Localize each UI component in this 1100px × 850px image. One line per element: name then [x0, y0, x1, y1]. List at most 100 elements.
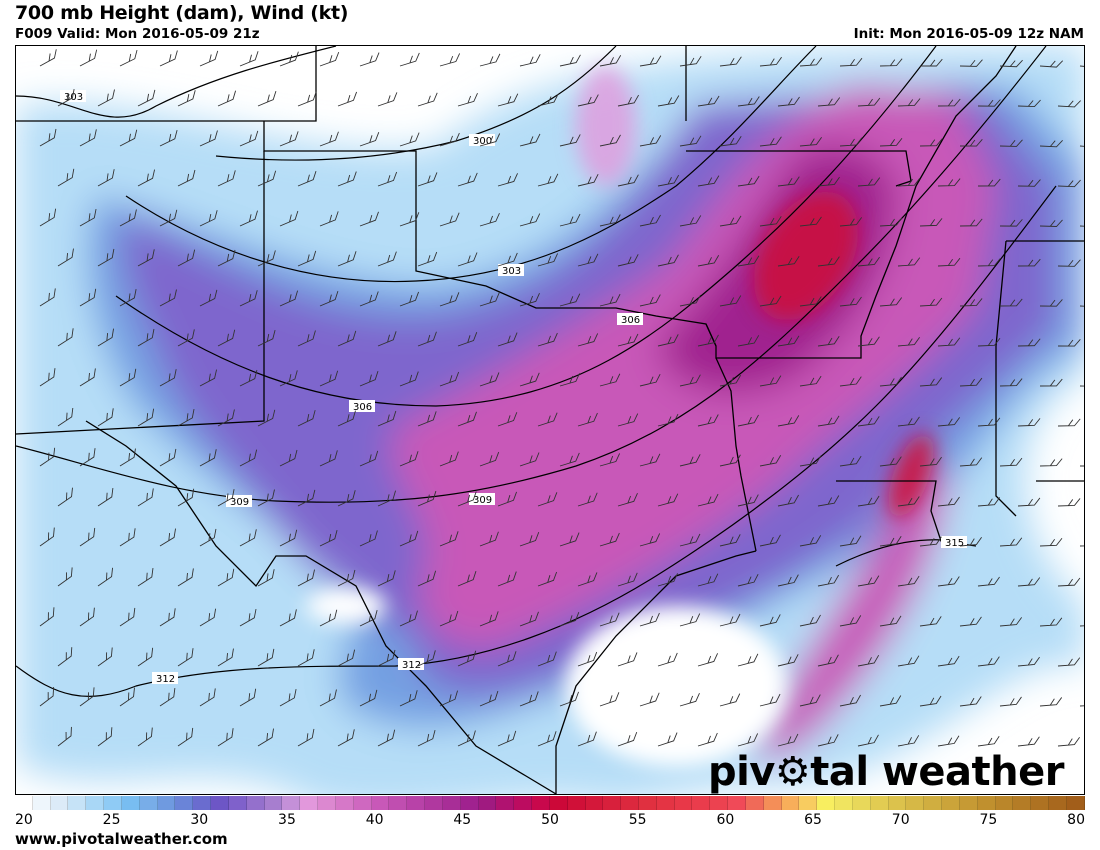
wind-barb: [177, 568, 194, 587]
wind-barb: [817, 574, 840, 587]
wind-barb: [879, 297, 903, 307]
wind-barb: [977, 99, 1001, 107]
wind-barb: [719, 454, 741, 467]
wind-barb: [857, 336, 880, 347]
wind-barb: [57, 328, 74, 347]
wind-barb: [79, 49, 98, 67]
wind-barb: [879, 536, 902, 547]
wind-barb: [79, 368, 96, 387]
colorbar-bin: [799, 796, 818, 810]
wind-barb: [639, 533, 661, 547]
wind-barb: [897, 655, 920, 667]
wind-barb: [1057, 657, 1081, 667]
wind-barb: [817, 336, 840, 347]
wind-barb: [199, 50, 219, 67]
wind-barb: [359, 689, 378, 707]
wind-barb: [897, 575, 920, 587]
wind-barb: [1017, 736, 1040, 747]
wind-barb: [919, 377, 943, 387]
wind-barb: [879, 138, 903, 147]
wind-barb: [239, 529, 257, 547]
wind-barb: [839, 57, 863, 67]
wind-barb: [239, 290, 258, 307]
wind-barb: [57, 487, 73, 507]
wind-barb: [319, 51, 340, 67]
wind-barb: [799, 137, 822, 147]
wind-barb: [257, 170, 277, 187]
wind-barb: [719, 693, 741, 707]
wind-barb: [399, 291, 420, 307]
wind-barb: [217, 329, 236, 347]
wind-barb: [199, 688, 216, 707]
wind-barb: [759, 295, 782, 307]
wind-barb: [359, 530, 378, 547]
colorbar-bin: [781, 796, 800, 810]
wind-barbs: [39, 49, 1084, 747]
state-borders: [16, 46, 1084, 794]
wind-barb: [879, 376, 902, 387]
wind-barb: [137, 249, 155, 267]
wind-barb: [799, 216, 822, 227]
wind-barb: [39, 49, 57, 67]
wind-barb: [799, 296, 822, 307]
wind-barb: [577, 253, 599, 267]
colorbar-bin: [104, 796, 122, 810]
wind-barb: [799, 694, 821, 707]
wind-barb: [297, 171, 317, 187]
wind-barb: [719, 613, 741, 627]
wind-barb: [559, 213, 581, 227]
wind-barb: [439, 610, 459, 627]
wind-barb: [439, 690, 458, 707]
wind-barb: [377, 331, 397, 347]
wind-barb: [177, 249, 196, 267]
wind-barb: [937, 337, 961, 347]
wind-barb: [759, 454, 782, 467]
wind-barb: [617, 254, 639, 267]
colorbar-tick-label: 75: [979, 812, 998, 828]
colorbar-bin: [603, 796, 622, 810]
wind-barb: [857, 575, 880, 587]
wind-barb: [959, 59, 983, 67]
wind-barb: [559, 452, 580, 467]
wind-barb: [559, 54, 581, 67]
wind-barb: [497, 491, 517, 507]
wind-barb: [959, 457, 983, 467]
wind-barb: [399, 451, 419, 467]
wind-barb: [57, 726, 72, 747]
wind-barb: [1017, 99, 1041, 108]
wind-barb: [639, 373, 661, 387]
wind-barb: [359, 291, 379, 307]
wind-barb: [919, 536, 942, 547]
wind-barb: [199, 289, 218, 307]
wind-barb: [457, 650, 477, 667]
contour-label: 303: [502, 266, 521, 277]
wind-barb: [897, 416, 920, 427]
wind-barb: [817, 176, 840, 187]
wind-barb: [1017, 497, 1041, 507]
wind-barb: [57, 647, 73, 667]
wind-barb: [137, 169, 156, 187]
wind-barb: [617, 572, 638, 587]
wind-barb: [119, 49, 138, 67]
colorbar-bin: [888, 796, 907, 810]
wind-barb: [217, 170, 236, 187]
wind-barb: [279, 290, 299, 307]
wind-barb: [319, 450, 338, 467]
wind-barb: [737, 414, 759, 427]
wind-barb: [759, 693, 781, 707]
wind-barb: [119, 368, 137, 387]
shade-blank-gulf: [566, 606, 786, 766]
wind-barb: [657, 652, 678, 667]
wind-barb: [199, 528, 217, 547]
wind-barb: [159, 289, 177, 307]
wind-barb: [217, 249, 236, 267]
wind-barb: [1057, 100, 1081, 108]
wind-barb: [657, 174, 680, 187]
wind-barb: [159, 50, 178, 67]
wind-barb: [359, 371, 379, 387]
wind-barb: [1079, 458, 1084, 467]
colorbar-bin: [835, 796, 853, 810]
wind-barb: [777, 335, 800, 347]
wind-barb: [777, 733, 799, 747]
wind-barb: [79, 208, 97, 227]
